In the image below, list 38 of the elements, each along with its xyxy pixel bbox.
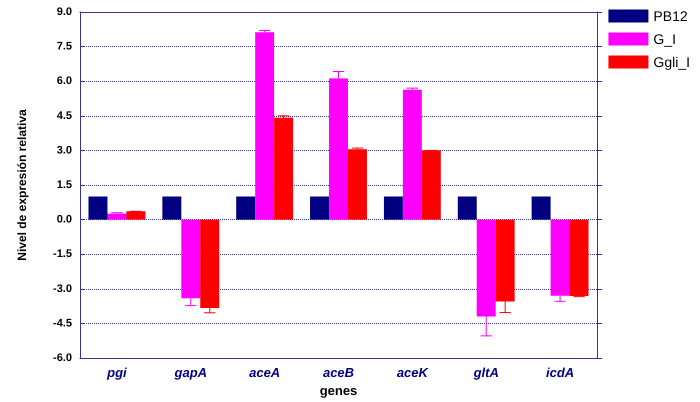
- bar: [348, 149, 367, 220]
- x-tick-label: pgi: [106, 365, 128, 380]
- y-axis-title: Nivel de expresión relativa: [15, 108, 29, 261]
- legend-label: Ggli_I: [653, 54, 690, 70]
- x-tick-label: icdA: [546, 365, 574, 380]
- y-tick-label: -4.5: [53, 317, 72, 330]
- x-tick-label: gltA: [472, 365, 499, 380]
- y-tick-label: 1.5: [56, 179, 72, 191]
- y-tick-label: 4.5: [56, 110, 72, 122]
- y-tick-label: 0.0: [56, 214, 72, 226]
- x-tick-label: aceK: [396, 365, 430, 380]
- y-tick-label: -1.5: [53, 248, 72, 260]
- x-tick-label: aceA: [249, 365, 280, 380]
- legend-label: G_I: [653, 31, 676, 47]
- bar: [458, 196, 477, 220]
- bar: [384, 196, 403, 220]
- bar: [126, 211, 146, 220]
- bar: [402, 90, 422, 220]
- bar: [255, 32, 274, 220]
- legend-label: PB12: [653, 8, 688, 24]
- y-tick-label: -6.0: [53, 352, 72, 364]
- bar: [532, 196, 551, 220]
- bar: [107, 214, 126, 220]
- y-tick-label: 3.0: [56, 144, 72, 156]
- bar: [88, 196, 108, 220]
- bar: [570, 220, 589, 296]
- y-tick-label: 6.0: [56, 75, 72, 88]
- y-tick-label: 7.5: [56, 40, 72, 53]
- x-tick-label: gapA: [174, 365, 208, 380]
- bar: [422, 150, 441, 220]
- bar: [162, 196, 182, 220]
- y-tick-label: 9.0: [56, 6, 72, 18]
- x-axis-title: genes: [320, 383, 358, 398]
- y-tick-label: -3.0: [53, 282, 72, 295]
- bar: [236, 196, 256, 220]
- x-tick-label: aceB: [322, 365, 354, 380]
- bar: [274, 118, 294, 220]
- bar: [310, 196, 330, 220]
